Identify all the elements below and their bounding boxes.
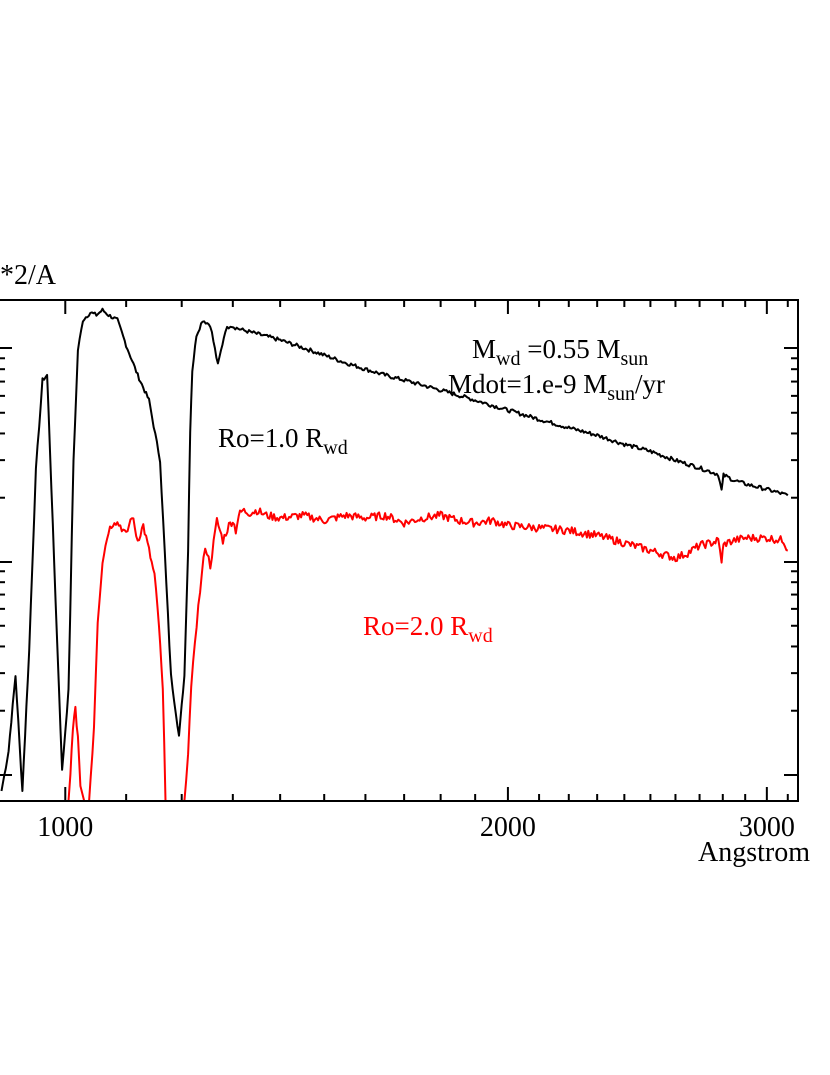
- y-ticks-left: [0, 347, 12, 776]
- annotation-mdot: Mdot=1.e-9 Msun/yr: [448, 369, 665, 405]
- x-axis-label: Angstrom: [698, 837, 810, 868]
- x-tick-label-3000: 3000: [739, 812, 795, 843]
- x-ticks-top: [64, 300, 789, 314]
- y-ticks-right: [784, 347, 798, 776]
- x-ticks-bottom: [64, 787, 789, 801]
- x-tick-label-2000: 2000: [480, 812, 536, 843]
- series-line-ro1: [0, 307, 789, 792]
- plot-frame: [0, 299, 799, 802]
- y-axis-label: *2/A: [0, 260, 57, 291]
- x-tick-label-1000: 1000: [37, 812, 93, 843]
- series-label-ro1: Ro=1.0 Rwd: [218, 423, 348, 459]
- series-label-ro2: Ro=2.0 Rwd: [363, 611, 493, 647]
- series-line-ro2: [67, 507, 789, 801]
- annotation-mass: Mwd =0.55 Msun: [472, 334, 648, 370]
